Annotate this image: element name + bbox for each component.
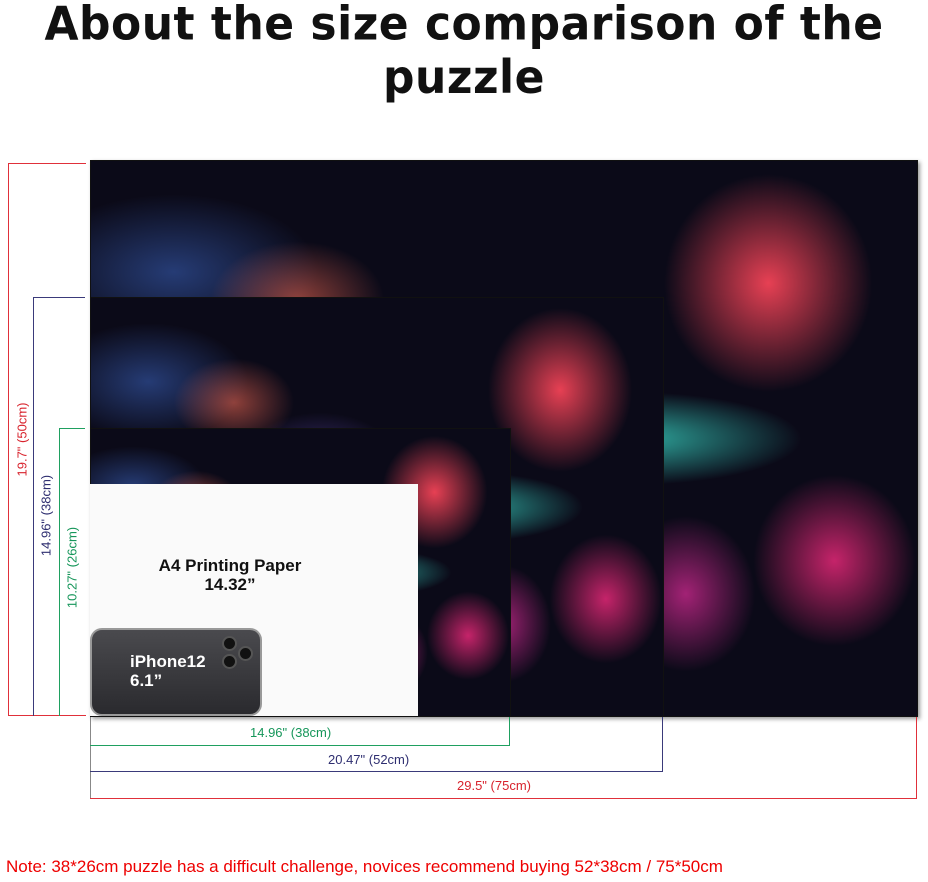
width-bracket-small-right xyxy=(509,717,510,745)
width-bracket-medium xyxy=(90,771,663,772)
width-label-medium: 20.47" (52cm) xyxy=(328,752,410,767)
iphone: iPhone12 6.1” xyxy=(90,628,262,716)
width-bracket-large-right xyxy=(916,717,917,798)
width-bracket-small xyxy=(90,745,510,746)
a4-paper-size: 14.32” xyxy=(204,575,256,594)
width-label-large: 29.5" (75cm) xyxy=(457,778,531,793)
camera-icon xyxy=(222,636,237,651)
camera-icon xyxy=(238,646,253,661)
height-label-large: 19.7" (50cm) xyxy=(14,402,30,477)
height-bracket-small xyxy=(59,428,60,716)
note-text: Note: 38*26cm puzzle has a difficult cha… xyxy=(6,857,723,876)
a4-paper-label: A4 Printing Paper 14.32” xyxy=(90,556,370,594)
width-bracket-small-left xyxy=(90,717,91,799)
iphone-size: 6.1” xyxy=(130,671,163,690)
width-bracket-medium-right xyxy=(662,717,663,771)
width-label-small: 14.96" (38cm) xyxy=(250,725,332,740)
camera-icon xyxy=(222,654,237,669)
iphone-name: iPhone12 xyxy=(130,652,206,671)
width-bracket-large xyxy=(90,798,917,799)
height-label-small: 10.27" (26cm) xyxy=(64,526,80,609)
height-bracket-large xyxy=(8,163,9,716)
height-bracket-large-bottom xyxy=(8,715,86,716)
height-label-medium: 14.96" (38cm) xyxy=(38,474,54,557)
a4-paper-name: A4 Printing Paper xyxy=(158,556,302,575)
height-bracket-medium-top xyxy=(33,297,85,298)
height-bracket-large-top xyxy=(8,163,86,164)
height-bracket-small-top xyxy=(59,428,85,429)
height-bracket-medium xyxy=(33,297,34,716)
page-title: About the size comparison of the puzzle xyxy=(44,0,884,105)
iphone-label: iPhone12 6.1” xyxy=(130,652,206,690)
